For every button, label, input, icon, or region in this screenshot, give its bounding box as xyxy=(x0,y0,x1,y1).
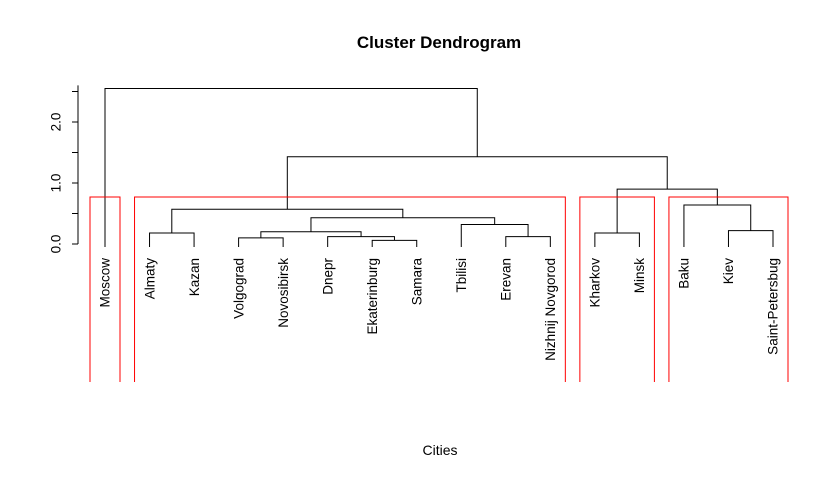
y-tick-label: 1.0 xyxy=(49,174,64,193)
cluster-box xyxy=(89,196,121,382)
x-axis-label: Cities xyxy=(422,442,457,458)
dendrogram-link xyxy=(460,223,529,247)
leaf-labels: Moscow Almaty Kazan Volgograd Novosibirsk Dne… xyxy=(98,258,781,361)
leaf-label: Minsk xyxy=(632,258,647,294)
leaf-label: Saint-Petersbug xyxy=(766,258,781,355)
leaf-label: Moscow xyxy=(98,258,113,308)
leaf-label: Samara xyxy=(409,258,424,306)
leaf-label: Erevan xyxy=(499,258,514,301)
leaf-label: Volgograd xyxy=(231,258,246,319)
leaf-label: Tbilisi xyxy=(454,258,469,293)
cluster-box xyxy=(134,196,566,382)
dendrogram-link xyxy=(727,230,774,247)
dendrogram-link xyxy=(371,239,418,247)
cluster-box xyxy=(579,196,655,382)
dendrogram-link xyxy=(616,188,718,234)
dendrogram-link xyxy=(171,208,404,234)
cluster-boxes xyxy=(89,196,789,382)
dendrogram-links xyxy=(104,87,774,247)
dendrogram-link xyxy=(286,156,668,210)
cluster-box xyxy=(668,196,789,382)
dendrogram-link xyxy=(238,237,284,247)
leaf-label: Ekaterinburg xyxy=(365,258,380,335)
y-tick-label: 0.0 xyxy=(49,235,64,254)
dendrogram-link xyxy=(104,87,478,247)
leaf-label: Baku xyxy=(677,258,692,289)
leaf-label: Almaty xyxy=(142,258,157,300)
y-axis: 0.0 1.0 2.0 xyxy=(49,85,79,254)
dendrogram-link xyxy=(683,204,752,247)
leaf-label: Nizhnij Novgorod xyxy=(543,258,558,361)
leaf-label: Novosibirsk xyxy=(276,258,291,328)
dendrogram-link xyxy=(327,236,395,247)
chart-title: Cluster Dendrogram xyxy=(357,33,521,52)
leaf-label: Kiev xyxy=(721,258,736,285)
dendrogram-link xyxy=(594,232,640,247)
leaf-label: Dnepr xyxy=(320,258,335,295)
dendrogram-link xyxy=(149,232,195,247)
leaf-label: Kazan xyxy=(187,258,202,296)
leaf-label: Kharkov xyxy=(588,258,603,308)
dendrogram-link xyxy=(505,236,551,247)
y-tick-label: 2.0 xyxy=(49,113,64,132)
